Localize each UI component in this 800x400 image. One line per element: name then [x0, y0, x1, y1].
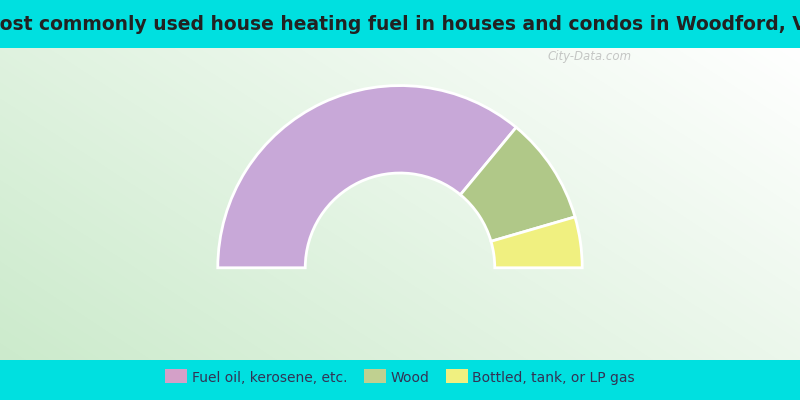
Text: Most commonly used house heating fuel in houses and condos in Woodford, VT: Most commonly used house heating fuel in…: [0, 14, 800, 34]
Wedge shape: [491, 217, 582, 268]
Text: City-Data.com: City-Data.com: [547, 50, 631, 63]
Wedge shape: [460, 127, 575, 241]
Wedge shape: [218, 86, 516, 268]
Legend: Fuel oil, kerosene, etc., Wood, Bottled, tank, or LP gas: Fuel oil, kerosene, etc., Wood, Bottled,…: [160, 366, 640, 390]
